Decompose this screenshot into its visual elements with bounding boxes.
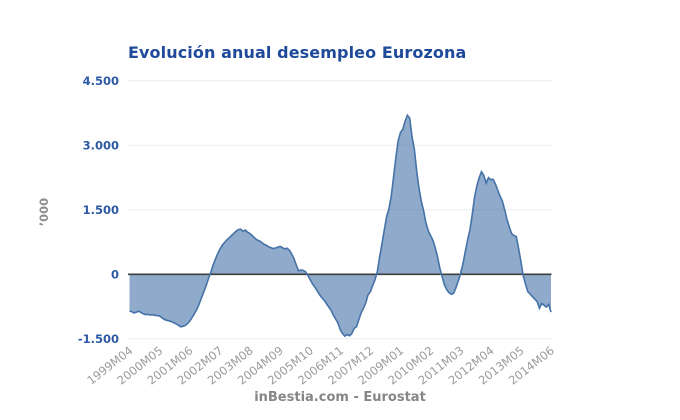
chart-title: Evolución anual desempleo Eurozona — [128, 43, 467, 62]
series-area-fill — [129, 115, 551, 337]
y-tick-label: 0 — [111, 267, 119, 281]
y-axis-title: ’000 — [37, 198, 51, 226]
y-tick-label: 3.000 — [83, 138, 119, 152]
y-axis-tick-labels: 4.500 3.000 1.500 0 -1.500 — [78, 74, 119, 346]
y-tick-label: 1.500 — [83, 203, 119, 217]
series-line — [129, 113, 552, 338]
y-tick-label: -1.500 — [78, 332, 119, 346]
x-axis-tick-labels: 1999M042000M052001M062002M072003M082004M… — [84, 343, 557, 387]
y-tick-label: 4.500 — [83, 74, 119, 88]
source-footer: inBestia.com - Eurostat — [254, 390, 426, 405]
